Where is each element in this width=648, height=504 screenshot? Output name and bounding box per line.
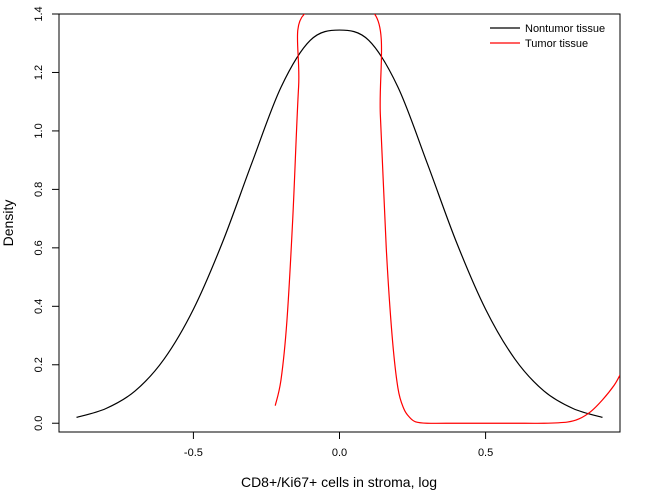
- y-tick-label: 0.2: [33, 357, 45, 372]
- legend: Nontumor tissue Tumor tissue: [490, 23, 605, 50]
- series-line-nontumor: [76, 29, 603, 418]
- x-axis: -0.5 0.0 0.5: [184, 431, 493, 459]
- plot-frame: [58, 13, 621, 433]
- series-line-tumor: [274, 14, 620, 424]
- y-tick-label: 1.2: [33, 65, 45, 80]
- legend-label: Nontumor tissue: [525, 23, 605, 35]
- y-tick-label: 1.0: [33, 123, 45, 138]
- y-tick-label: 0.0: [33, 416, 45, 431]
- y-axis: 0.0 0.2 0.4 0.6 0.8 1.0 1.2 1.4: [33, 6, 60, 431]
- y-tick-label: 0.6: [33, 240, 45, 255]
- x-axis-title: CD8+/Ki67+ cells in stroma, log: [241, 474, 437, 490]
- series-layer: [76, 14, 620, 424]
- x-tick-label: 0.0: [332, 447, 347, 459]
- y-tick-label: 0.4: [33, 299, 45, 314]
- y-axis-title: Density: [0, 200, 16, 247]
- legend-label: Tumor tissue: [525, 38, 588, 50]
- x-tick-label: 0.5: [478, 447, 493, 459]
- y-tick-label: 1.4: [33, 6, 45, 21]
- y-tick-label: 0.8: [33, 182, 45, 197]
- x-tick-label: -0.5: [184, 447, 203, 459]
